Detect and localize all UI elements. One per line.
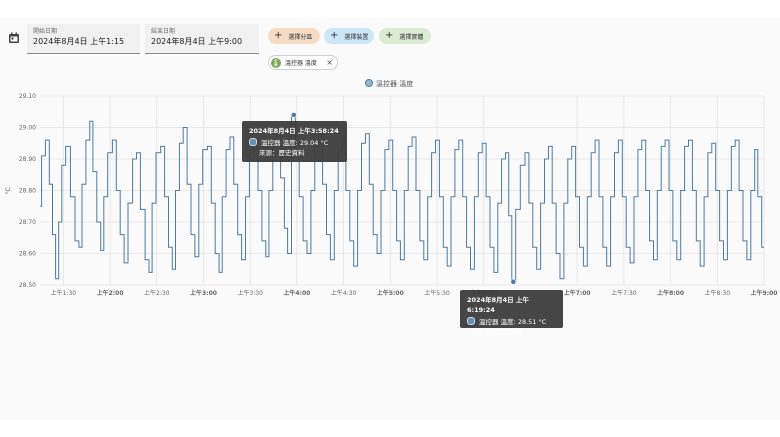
y-axis-label: °C — [5, 187, 12, 194]
legend-label: 溫控器 溫度 — [376, 79, 413, 88]
calendar-icon[interactable] — [8, 32, 20, 44]
x-tick-label: 上午4:30 — [331, 289, 357, 297]
tooltip-value-line: 溫控器 溫度: 28.51 °C — [467, 317, 556, 327]
y-tick-label: 29.10 — [19, 93, 36, 100]
x-axis: 上午1:30 上午2:00 上午2:30 上午3:00 上午3:30 上午4:00 上午4:… — [51, 289, 778, 297]
grid — [40, 95, 765, 286]
choose-device-chip[interactable]: + 選擇裝置 — [324, 28, 374, 44]
thermometer-icon: 🌡 — [271, 57, 281, 68]
series-swatch-icon — [249, 138, 257, 146]
x-tick-label: 上午9:00 — [751, 289, 778, 297]
x-tick-label: 上午5:30 — [424, 289, 450, 297]
y-tick-label: 28.70 — [19, 219, 36, 226]
series-swatch-icon — [467, 317, 475, 325]
choose-entity-chip[interactable]: + 選擇實體 — [379, 28, 431, 44]
remove-entity-icon[interactable]: × — [326, 58, 333, 67]
x-tick-label: 上午8:00 — [657, 289, 684, 297]
x-tick-label: 上午1:30 — [51, 289, 77, 297]
start-date-field[interactable]: 開始日期 2024年8月4日 上午1:15 — [27, 24, 140, 54]
choose-area-label: 選擇分區 — [288, 33, 313, 41]
y-tick-label: 28.60 — [19, 251, 36, 258]
x-tick-label: 上午4:00 — [283, 289, 310, 297]
x-tick-label: 上午3:00 — [190, 289, 217, 297]
legend[interactable]: 溫控器 溫度 — [365, 79, 414, 88]
end-date-field[interactable]: 結束日期 2024年8月4日 上午9:00 — [145, 24, 259, 54]
tooltip-title: 2024年8月4日 上午6:19:24 — [467, 296, 529, 314]
choose-area-chip[interactable]: + 選擇分區 — [268, 28, 320, 44]
x-tick-label: 上午2:30 — [144, 289, 170, 297]
end-date-value: 2024年8月4日 上午9:00 — [151, 37, 243, 46]
legend-swatch — [365, 79, 373, 87]
series-line — [40, 114, 764, 283]
tooltip-value: 溫控器 溫度: 29.04 °C — [261, 139, 329, 147]
tooltip-source: 來源：歷史資料 — [477, 328, 523, 336]
choose-entity-label: 選擇實體 — [399, 33, 424, 41]
start-date-label: 開始日期 — [33, 28, 58, 35]
selected-entity-label: 溫控器 溫度 — [285, 60, 317, 67]
plus-icon: + — [274, 30, 283, 41]
x-tick-label: 上午2:00 — [97, 289, 124, 297]
x-tick-label: 上午7:30 — [611, 289, 637, 297]
plus-icon: + — [330, 30, 339, 41]
x-tick-label: 上午3:30 — [237, 289, 263, 297]
choose-device-label: 選擇裝置 — [344, 33, 369, 41]
y-tick-label: 28.50 — [19, 282, 36, 289]
start-date-value: 2024年8月4日 上午1:15 — [33, 37, 125, 46]
highlight-point[interactable] — [290, 112, 297, 118]
highlight-point[interactable] — [510, 278, 517, 285]
tooltip-value-line: 溫控器 溫度: 29.04 °C — [249, 138, 340, 148]
y-tick-label: 28.80 — [19, 188, 36, 195]
tooltip-title: 2024年8月4日 上午3:58:24 — [249, 127, 339, 135]
tooltip-value: 溫控器 溫度: 28.51 °C — [479, 318, 547, 326]
tooltip-peak: 2024年8月4日 上午3:58:24 溫控器 溫度: 29.04 °C 來源：… — [242, 121, 347, 162]
selected-entity-chip[interactable]: 🌡 溫控器 溫度 × — [268, 55, 338, 70]
tooltip-source: 來源：歷史資料 — [259, 149, 305, 157]
end-date-label: 結束日期 — [151, 28, 176, 35]
y-axis: 28.50 28.60 28.70 28.80 28.90 29.00 29.10 — [19, 93, 36, 289]
x-tick-label: 上午5:00 — [377, 289, 404, 297]
plus-icon: + — [385, 30, 394, 41]
tooltip-trough: 2024年8月4日 上午6:19:24 溫控器 溫度: 28.51 °C 來源：… — [460, 290, 563, 336]
x-tick-label: 上午7:00 — [564, 289, 591, 297]
y-tick-label: 28.90 — [19, 156, 36, 163]
y-tick-label: 29.00 — [19, 125, 36, 132]
x-tick-label: 上午8:30 — [705, 289, 731, 297]
